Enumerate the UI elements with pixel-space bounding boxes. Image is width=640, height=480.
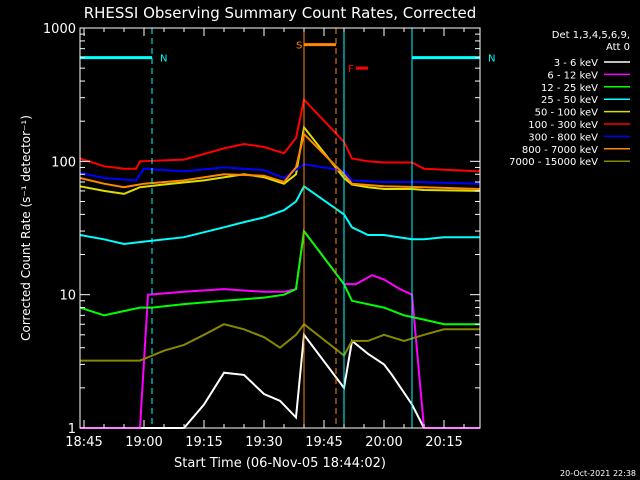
x-tick-label-2: 19:15	[185, 435, 222, 450]
y-tick-label-1: 10	[59, 289, 76, 304]
legend-entry-label-4: 50 - 100 keV	[535, 108, 599, 119]
legend-entry-label-7: 800 - 7000 keV	[522, 145, 598, 156]
y-tick-label-0: 1	[68, 422, 76, 437]
series-line-8	[80, 322, 480, 362]
x-axis-label: Start Time (06-Nov-05 18:44:02)	[174, 456, 386, 471]
y-axis-label: Corrected Count Rate (s⁻¹ detector⁻¹)	[19, 115, 33, 341]
series-line-7	[79, 132, 481, 190]
footer-date: 20-Oct-2021 22:38	[560, 469, 636, 478]
x-tick-label-4: 19:45	[305, 435, 342, 450]
annotation-label-1: N	[488, 54, 495, 65]
legend-entry-label-8: 7000 - 15000 keV	[509, 157, 598, 168]
annotation-label-3: F	[348, 64, 354, 75]
plot-frame	[79, 27, 481, 429]
legend-header-0: Det 1,3,4,5,6,9,	[552, 30, 630, 41]
x-tick-label-0: 18:45	[65, 435, 102, 450]
legend-entry-label-3: 25 - 50 keV	[541, 95, 598, 106]
x-tick-label-1: 19:00	[125, 435, 162, 450]
series-line-2	[79, 228, 480, 326]
series-line-6	[79, 163, 481, 185]
legend-header-1: Att 0	[606, 42, 630, 53]
x-tick-label-3: 19:30	[245, 435, 282, 450]
legend-entry-label-6: 300 - 800 keV	[528, 132, 598, 143]
x-tick-label-5: 20:00	[365, 435, 402, 450]
y-tick-label-3: 1000	[43, 22, 76, 37]
legend-entry-label-2: 12 - 25 keV	[541, 83, 598, 94]
series-layer	[79, 97, 481, 429]
x-tick-label-6: 20:15	[425, 435, 462, 450]
series-line-4	[79, 124, 481, 195]
legend-entry-label-0: 3 - 6 keV	[554, 58, 598, 69]
annotation-label-0: N	[160, 54, 167, 65]
annotation-label-2: S	[296, 41, 302, 52]
series-line-5	[79, 97, 481, 173]
legend-entry-label-5: 100 - 300 keV	[528, 120, 598, 131]
y-tick-label-2: 100	[51, 155, 76, 170]
axes-layer: 18:45 19:00 19:15 19:30 19:45 20:00 20:15 1 10 10…	[43, 22, 481, 450]
chart-title: RHESSI Observing Summary Count Rates, Co…	[84, 4, 477, 22]
legend-entry-label-1: 6 - 12 keV	[547, 70, 598, 81]
